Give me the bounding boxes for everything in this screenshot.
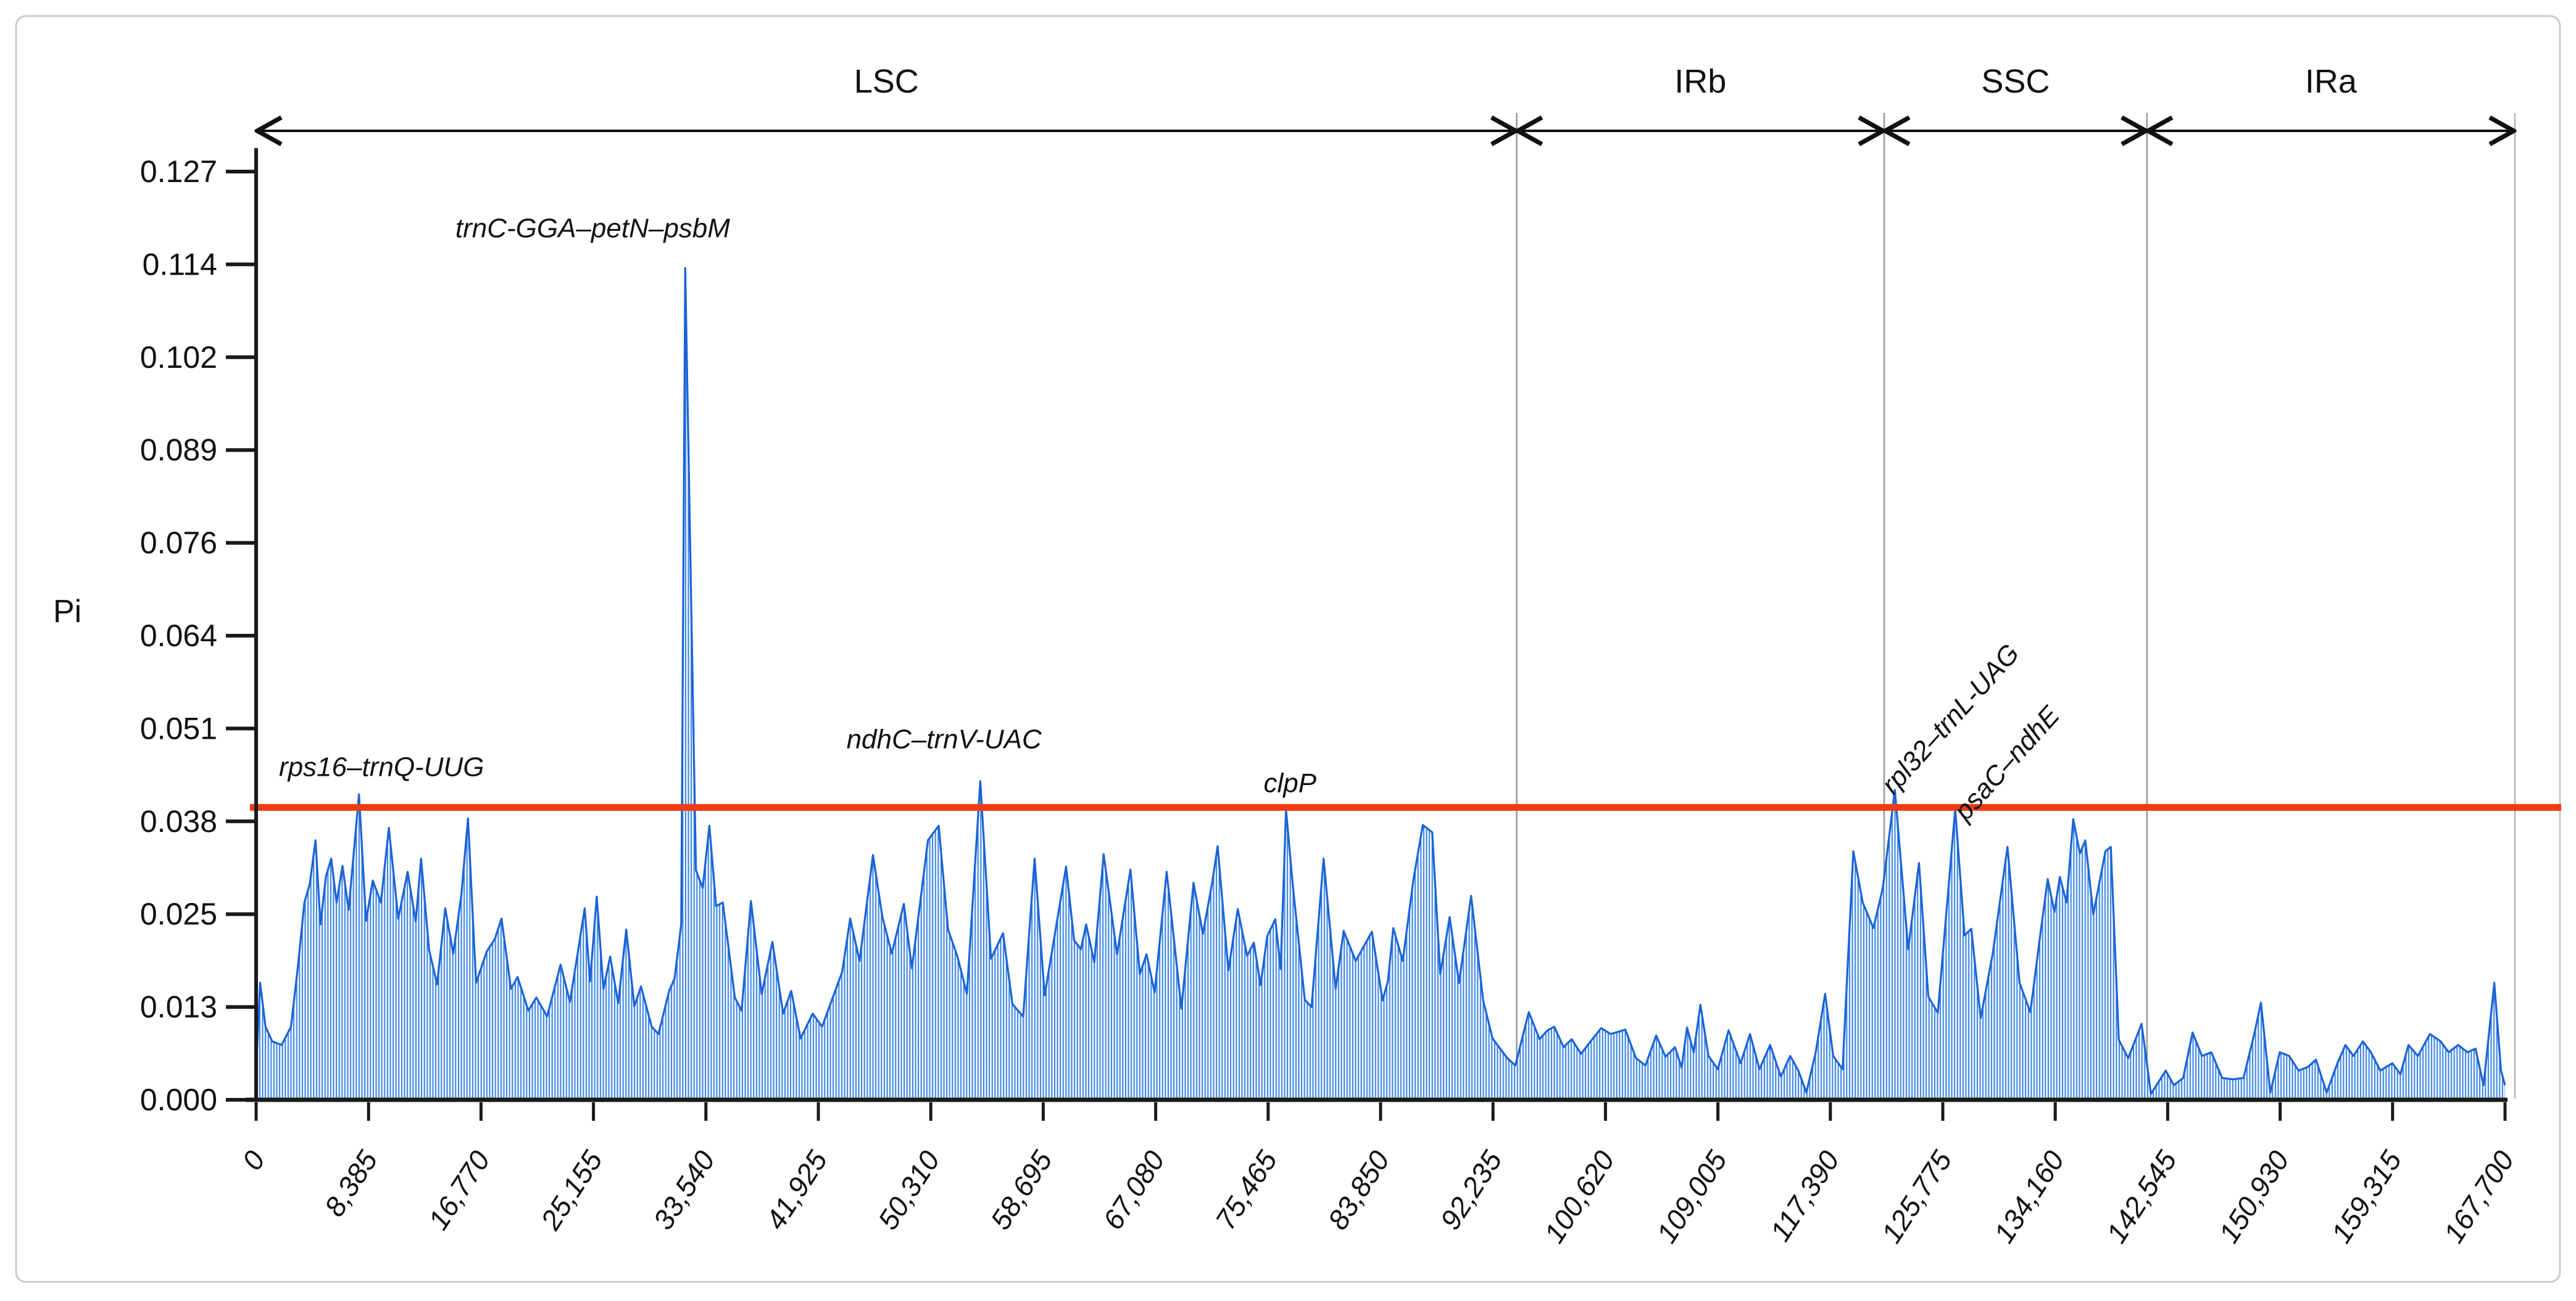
y-axis-title: Pi xyxy=(53,594,81,630)
y-tick-label: 0.089 xyxy=(140,433,217,467)
y-tick-label: 0.025 xyxy=(140,897,217,931)
region-label-ira: IRa xyxy=(2305,63,2358,100)
y-tick-label: 0.000 xyxy=(140,1083,217,1117)
y-tick-label: 0.064 xyxy=(140,618,217,653)
y-tick-label: 0.102 xyxy=(140,340,217,375)
region-label-irb: IRb xyxy=(1674,63,1726,100)
y-tick-label: 0.038 xyxy=(140,804,217,839)
y-tick-label: 0.114 xyxy=(143,247,217,281)
y-tick-label: 0.051 xyxy=(140,711,217,746)
region-boundary-lines xyxy=(1516,113,2516,1099)
y-tick-label: 0.013 xyxy=(140,990,217,1025)
y-tick-label: 0.127 xyxy=(140,154,217,189)
gene-annotation: rps16–trnQ-UUG xyxy=(279,752,484,782)
region-label-ssc: SSC xyxy=(1981,63,2050,100)
gene-annotation: trnC-GGA–petN–psbM xyxy=(455,214,730,244)
region-arrows: LSC IRb SSC IRa xyxy=(259,63,2512,131)
gene-annotation: clpP xyxy=(1264,768,1317,798)
pi-series-outline xyxy=(255,267,2506,1095)
y-tick-label: 0.076 xyxy=(140,526,217,560)
pi-area-fill xyxy=(256,268,2505,1100)
axes xyxy=(246,148,2507,1102)
region-label-lsc: LSC xyxy=(854,63,919,100)
y-axis-ticks: 0.000 0.013 0.025 0.038 0.051 0.064 0.076 0.089… xyxy=(140,154,256,1117)
gene-annotation: ndhC–trnV-UAC xyxy=(847,724,1042,754)
